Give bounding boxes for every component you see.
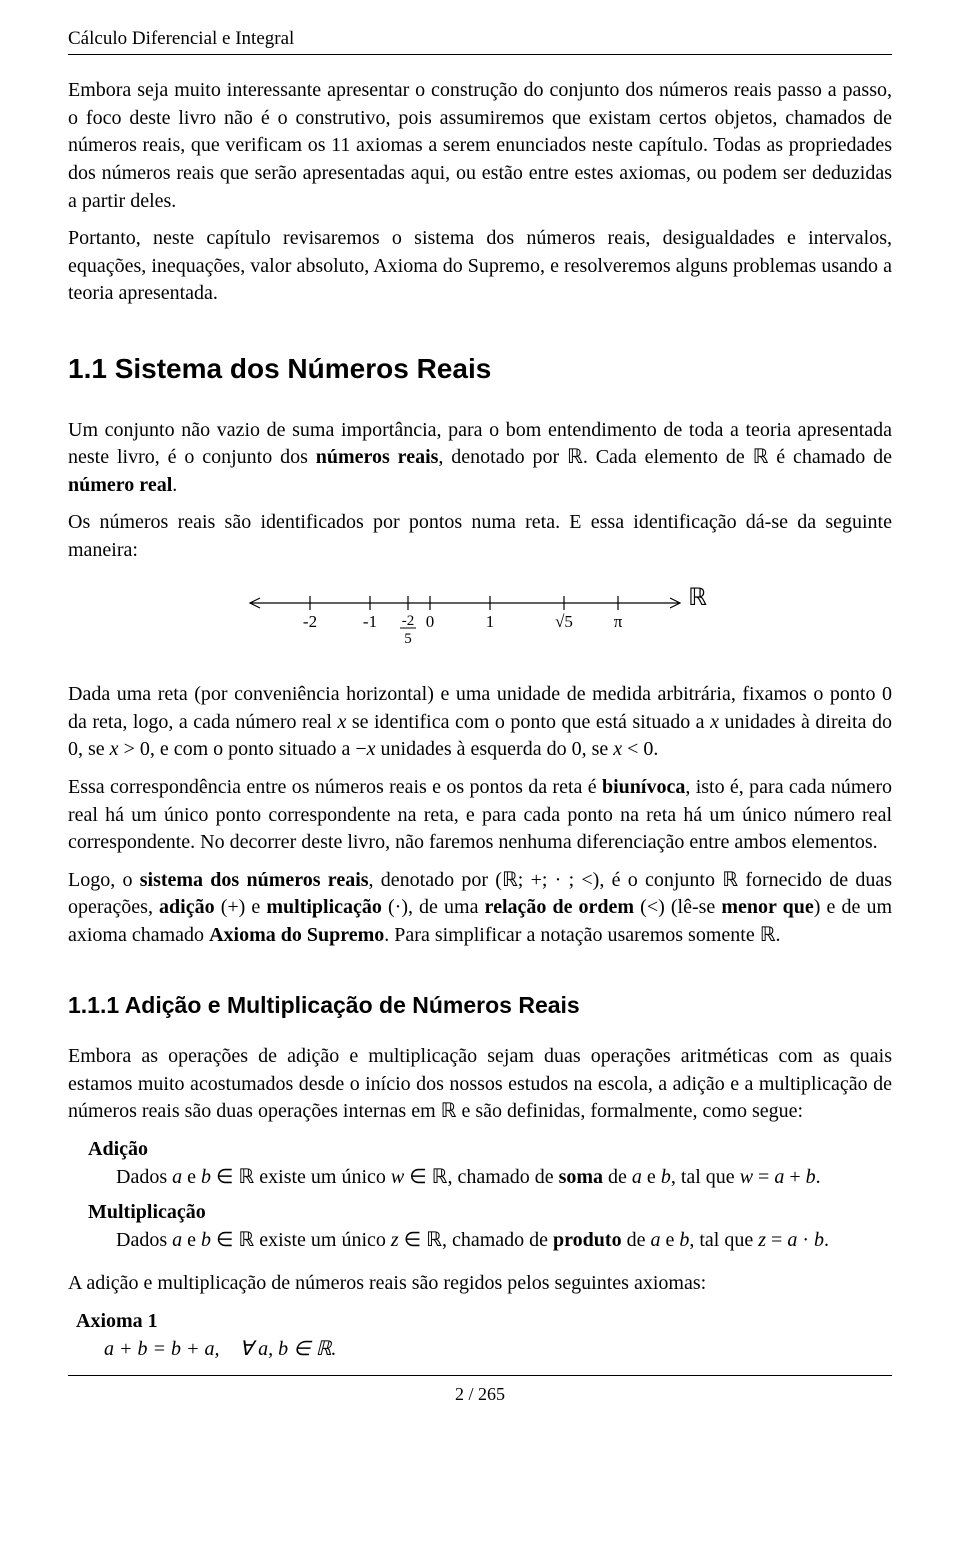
svg-text:√5: √5 [555, 612, 573, 631]
axiom-1: Axioma 1 a + b = b + a, ∀ a, b ∈ ℝ. [76, 1308, 892, 1363]
number-line-svg: -2 -1 -2 50 1 √5 π ℝ [240, 583, 720, 649]
axiom-1-title: Axioma 1 [76, 1308, 892, 1336]
para-set-r: Um conjunto não vazio de suma importânci… [68, 417, 892, 500]
svg-text:1: 1 [486, 612, 495, 631]
svg-text:5: 5 [404, 631, 412, 647]
section-heading-1-1-1: 1.1.1 Adição e Multiplicação de Números … [68, 990, 892, 1022]
running-header: Cálculo Diferencial e Integral [68, 26, 892, 52]
para-identify: Dada uma reta (por conveniência horizont… [68, 681, 892, 764]
number-line-figure: -2 -1 -2 50 1 √5 π ℝ [68, 583, 892, 658]
para-line-intro: Os números reais são identificados por p… [68, 509, 892, 564]
svg-text:0: 0 [426, 612, 435, 631]
para-set-r-c: , denotado por ℝ. Cada elemento de ℝ é c… [438, 446, 892, 468]
axiom-1-body: a + b = b + a, ∀ a, b ∈ ℝ. [104, 1336, 892, 1364]
footer-rule [68, 1375, 892, 1376]
definition-adicao-title: Adição [88, 1136, 892, 1164]
svg-text:-2: -2 [303, 612, 317, 631]
para-set-r-b: números reais [316, 446, 439, 468]
definition-multiplicacao-title: Multiplicação [88, 1199, 892, 1227]
intro-para-2: Portanto, neste capítulo revisaremos o s… [68, 225, 892, 308]
page: Cálculo Diferencial e Integral Embora se… [0, 0, 960, 1558]
para-set-r-e: . [172, 474, 177, 496]
intro-para-1: Embora seja muito interessante apresenta… [68, 77, 892, 215]
para-biunivoca: Essa correspondência entre os números re… [68, 774, 892, 857]
definition-multiplicacao-body: Dados a e b ∈ ℝ existe um único z ∈ ℝ, c… [116, 1227, 892, 1255]
svg-text:-2: -2 [402, 613, 415, 629]
definition-multiplicacao: Multiplicação Dados a e b ∈ ℝ existe um … [88, 1199, 892, 1254]
svg-text:π: π [614, 612, 623, 631]
para-sistema: Logo, o sistema dos números reais, denot… [68, 867, 892, 950]
para-adicao-mult: Embora as operações de adição e multipli… [68, 1043, 892, 1126]
header-rule [68, 54, 892, 55]
definition-adicao: Adição Dados a e b ∈ ℝ existe um único w… [88, 1136, 892, 1191]
section-heading-1-1: 1.1 Sistema dos Números Reais [68, 350, 892, 389]
svg-text:-1: -1 [363, 612, 377, 631]
para-set-r-d: número real [68, 474, 172, 496]
page-footer: 2 / 265 [68, 1382, 892, 1407]
definition-adicao-body: Dados a e b ∈ ℝ existe um único w ∈ ℝ, c… [116, 1164, 892, 1192]
para-axioms-intro: A adição e multiplicação de números reai… [68, 1270, 892, 1298]
svg-text:ℝ: ℝ [688, 585, 707, 611]
